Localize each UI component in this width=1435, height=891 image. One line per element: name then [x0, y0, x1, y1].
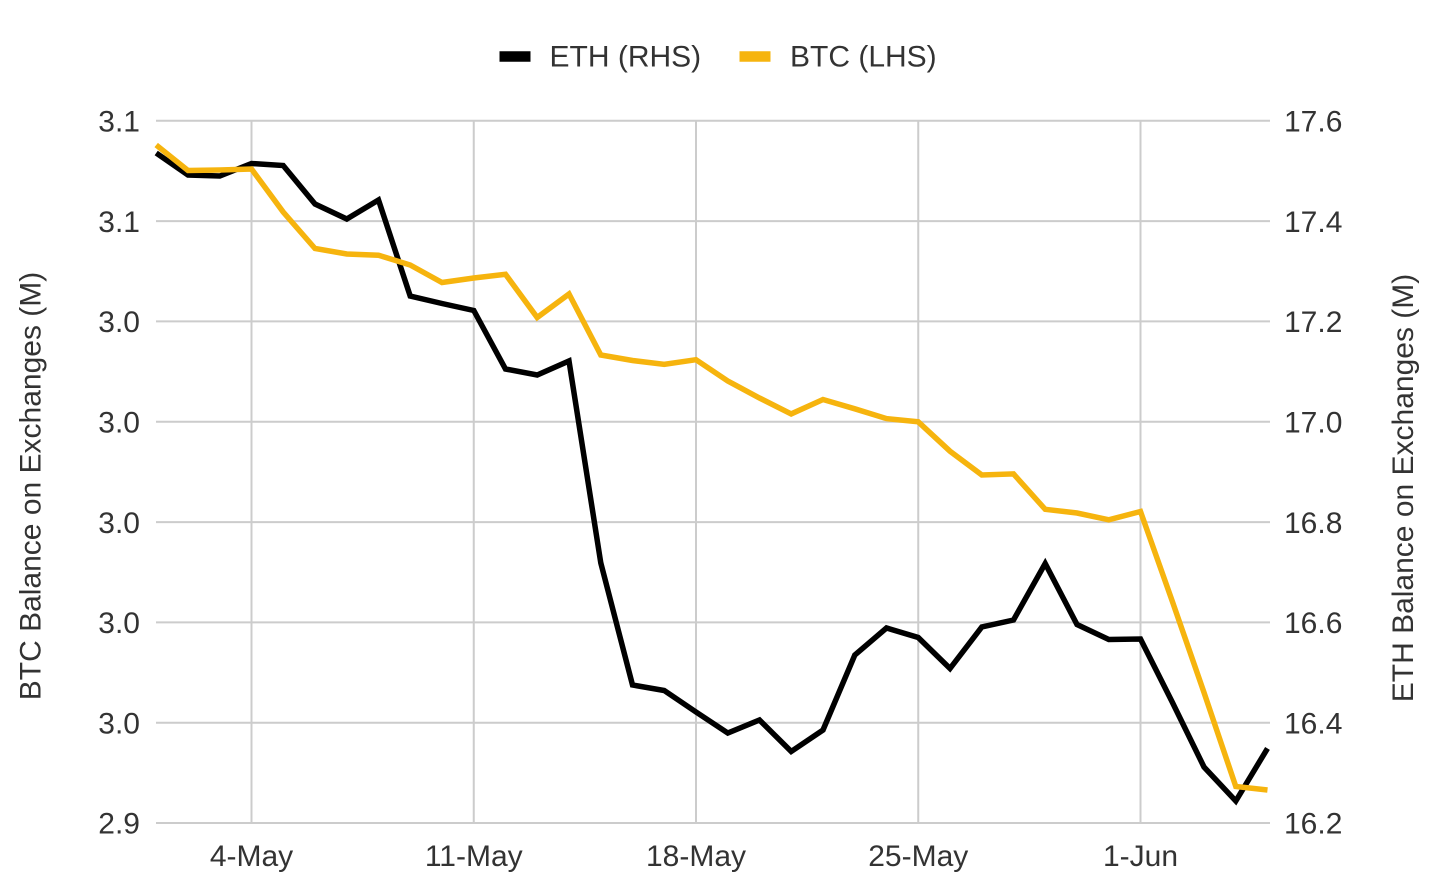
svg-text:1-Jun: 1-Jun: [1103, 840, 1178, 873]
svg-text:BTC (LHS): BTC (LHS): [790, 41, 937, 74]
svg-text:17.4: 17.4: [1284, 206, 1342, 239]
svg-text:2.9: 2.9: [98, 808, 140, 841]
svg-text:4-May: 4-May: [210, 840, 293, 873]
svg-text:3.1: 3.1: [98, 106, 140, 139]
svg-text:17.2: 17.2: [1284, 306, 1342, 339]
svg-text:16.2: 16.2: [1284, 808, 1342, 841]
svg-text:3.0: 3.0: [98, 406, 140, 439]
svg-text:25-May: 25-May: [868, 840, 968, 873]
svg-text:16.6: 16.6: [1284, 607, 1342, 640]
svg-text:16.4: 16.4: [1284, 707, 1342, 740]
svg-text:16.8: 16.8: [1284, 507, 1342, 540]
svg-text:3.0: 3.0: [98, 607, 140, 640]
svg-text:18-May: 18-May: [646, 840, 746, 873]
svg-text:17.0: 17.0: [1284, 406, 1342, 439]
svg-text:11-May: 11-May: [425, 840, 523, 873]
svg-text:ETH (RHS): ETH (RHS): [550, 41, 702, 74]
svg-text:3.0: 3.0: [98, 306, 140, 339]
svg-text:3.0: 3.0: [98, 707, 140, 740]
svg-text:ETH Balance on Exchanges (M): ETH Balance on Exchanges (M): [1387, 274, 1420, 703]
svg-text:3.1: 3.1: [98, 206, 140, 239]
svg-text:17.6: 17.6: [1284, 106, 1342, 139]
svg-text:3.0: 3.0: [98, 507, 140, 540]
svg-text:BTC Balance on Exchanges (M): BTC Balance on Exchanges (M): [15, 272, 48, 701]
